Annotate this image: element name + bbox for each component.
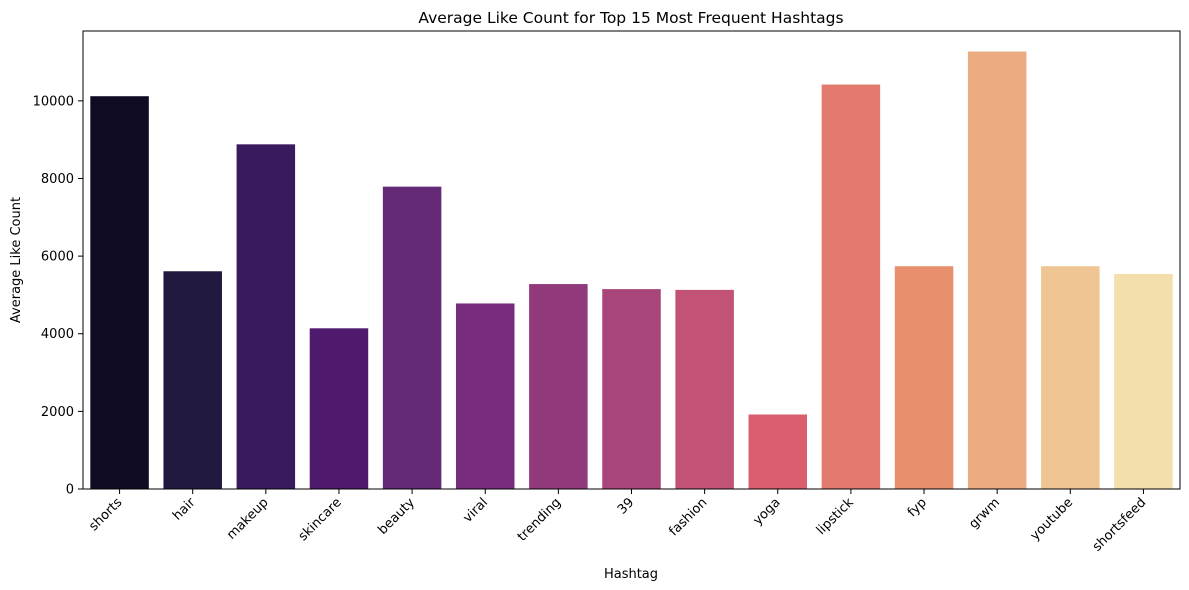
x-tick-label: grwm	[966, 495, 1003, 532]
bar-shortsfeed	[1114, 273, 1173, 489]
x-tick-label: hair	[170, 495, 199, 524]
x-tick-label: youtube	[1028, 495, 1076, 543]
x-axis: shorts hair makeup skincare beauty viral trend…	[86, 489, 1149, 555]
x-tick-label: shortsfeed	[1090, 495, 1149, 554]
bars-layer	[90, 51, 1173, 490]
y-tick-label: 6000	[41, 250, 74, 265]
bar-39	[602, 289, 661, 489]
y-tick-label: 4000	[41, 327, 74, 342]
x-tick-label: makeup	[224, 495, 272, 543]
y-tick-label: 8000	[41, 172, 74, 187]
bar-shorts	[90, 96, 149, 490]
bar-lipstick	[821, 84, 881, 489]
x-axis-label: Hashtag	[604, 567, 658, 582]
bar-fyp	[894, 266, 954, 489]
bar-beauty	[382, 186, 442, 489]
bar-viral	[455, 303, 515, 489]
bar-fashion	[675, 289, 734, 489]
bar-grwm	[967, 51, 1027, 489]
x-tick-label: shorts	[86, 495, 125, 534]
x-tick-label: skincare	[296, 495, 345, 544]
y-axis-label: Average Like Count	[9, 197, 24, 323]
y-axis: 0 2000 4000 6000 8000 10000	[33, 94, 83, 498]
chart-title: Average Like Count for Top 15 Most Frequ…	[418, 9, 843, 27]
x-tick-label: trending	[515, 495, 564, 544]
bar-youtube	[1041, 266, 1100, 489]
bar-makeup	[236, 144, 296, 489]
x-tick-label: viral	[460, 495, 491, 526]
bar-trending	[529, 284, 588, 489]
x-tick-label: fyp	[905, 495, 930, 520]
x-tick-label: beauty	[375, 495, 418, 538]
y-tick-label: 0	[66, 483, 74, 498]
x-tick-label: fashion	[666, 495, 710, 539]
y-tick-label: 2000	[41, 405, 74, 420]
y-tick-label: 10000	[33, 94, 74, 109]
bar-skincare	[309, 328, 369, 489]
x-tick-label: yoga	[750, 495, 783, 528]
x-tick-label: lipstick	[814, 495, 857, 538]
bar-hair	[163, 271, 222, 489]
x-tick-label: 39	[615, 495, 637, 517]
bar-yoga	[748, 414, 808, 489]
